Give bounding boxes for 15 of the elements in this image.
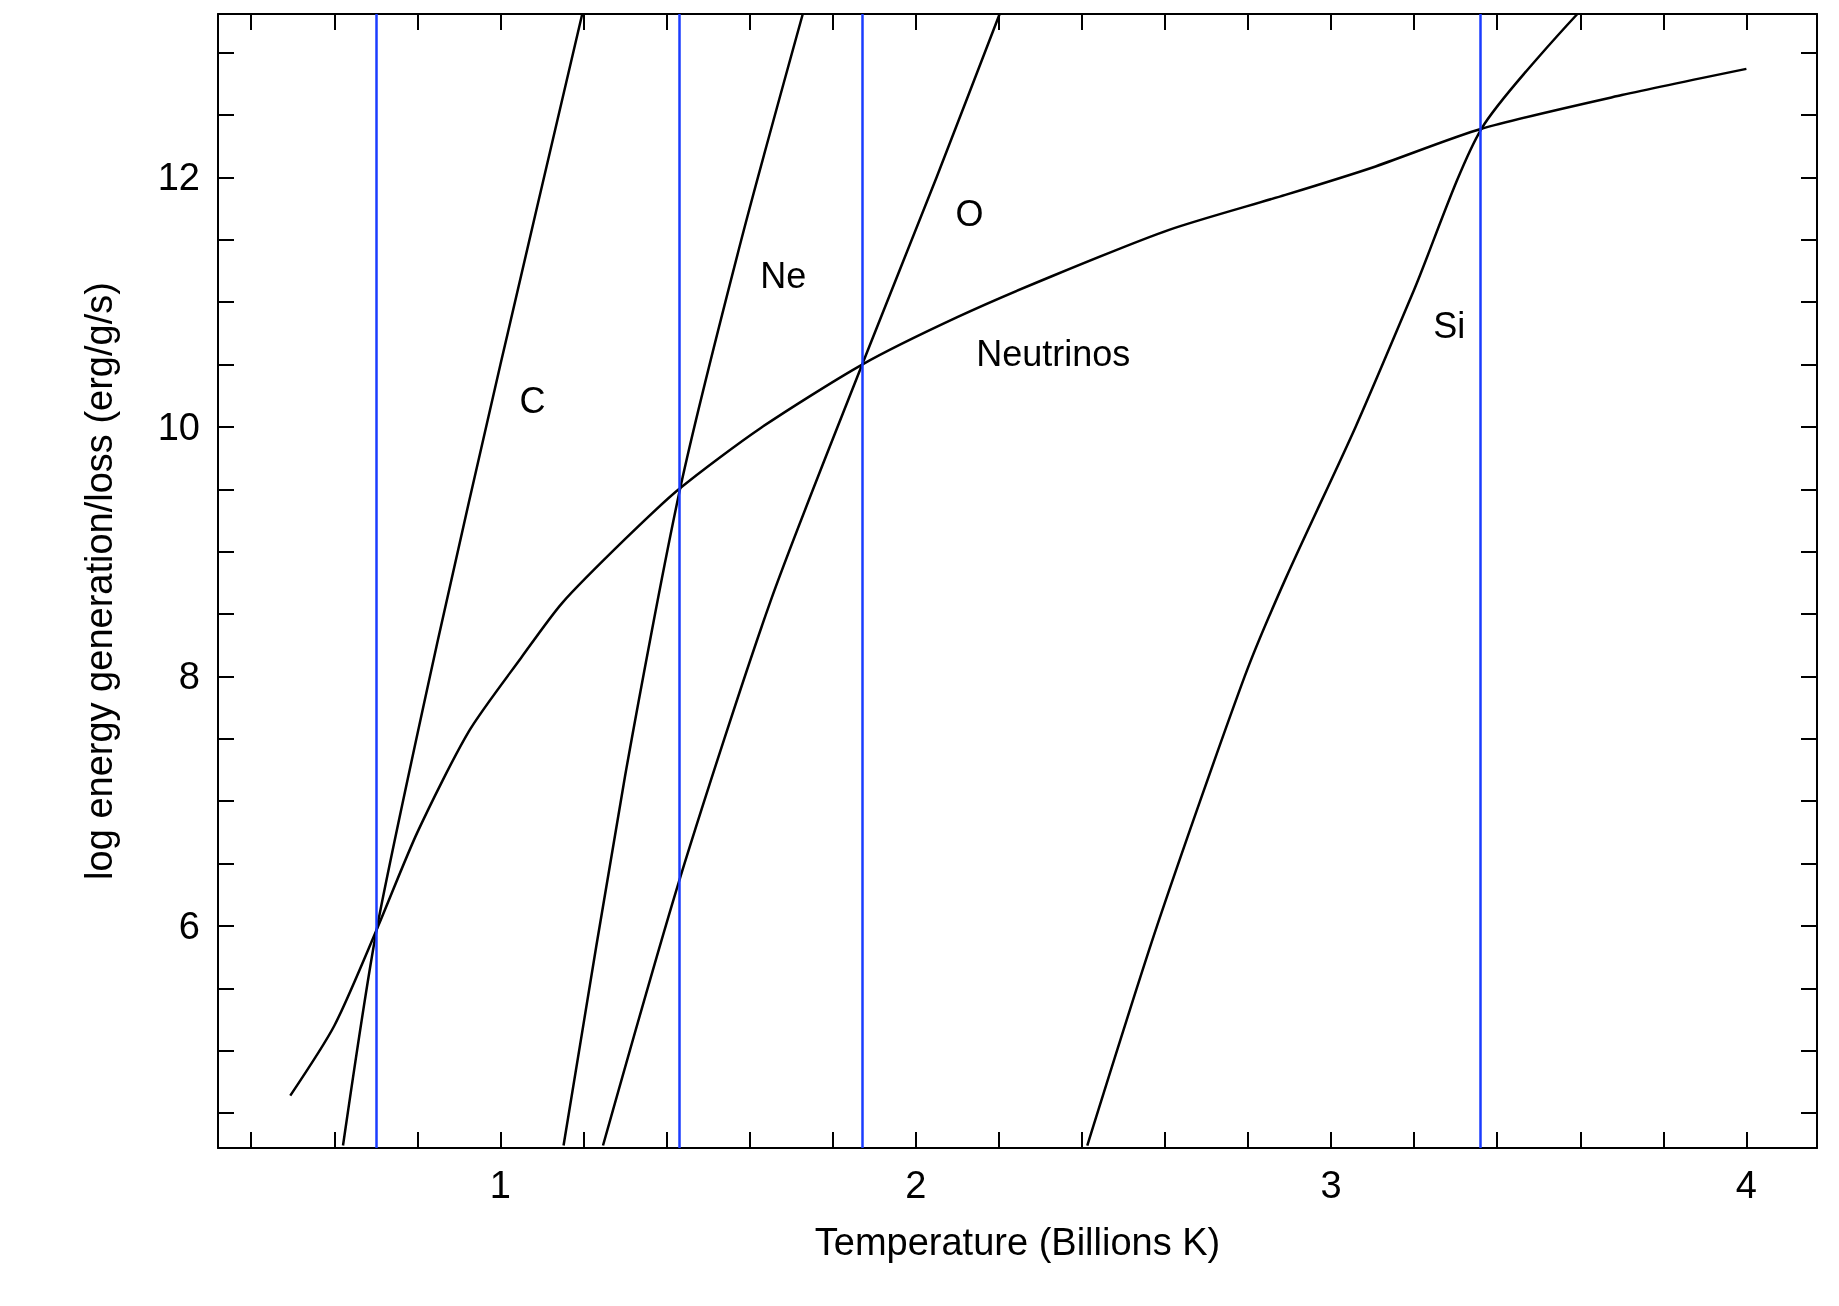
x-tick-label: 4 [1735,1164,1757,1206]
series-label: O [955,192,984,234]
y-tick-label: 12 [157,156,200,199]
series-label: Neutrinos [976,332,1131,374]
x-tick-label: 3 [1320,1164,1342,1206]
series-label: Si [1433,305,1466,347]
x-tick-label: 1 [489,1164,511,1206]
y-tick-label: 6 [178,904,200,947]
x-tick-label: 2 [905,1164,927,1206]
y-tick-label: 10 [157,405,200,448]
series-label: Ne [760,255,807,297]
y-tick-label: 8 [178,655,200,698]
y-axis-title: log energy generation/loss (erg/g/s) [78,282,120,880]
x-axis-title: Temperature (Billions K) [814,1221,1221,1263]
series-label: C [519,380,546,422]
